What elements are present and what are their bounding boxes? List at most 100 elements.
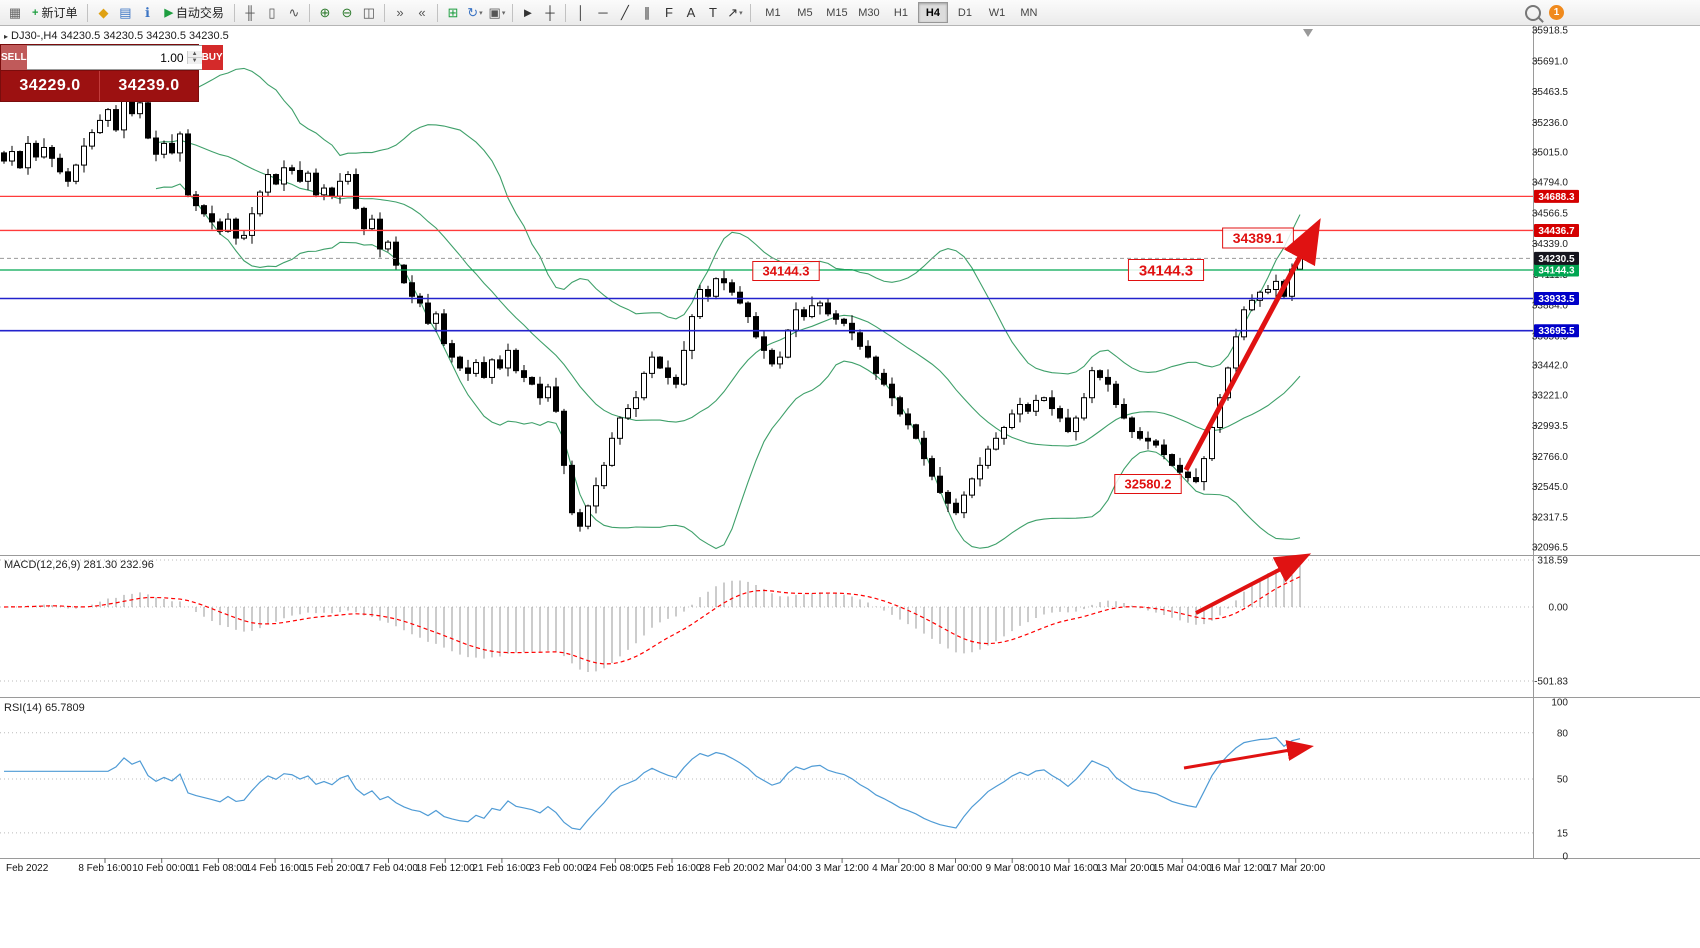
toolbar-right: 1: [1525, 4, 1696, 21]
timeframe-m5[interactable]: M5: [797, 6, 813, 19]
time-axis-label: 8 Mar 00:00: [929, 863, 983, 874]
new-order-button[interactable]: + 新订单: [26, 3, 83, 23]
symbol-expand-icon[interactable]: ▸: [4, 31, 9, 41]
price-tick-label: 35015.0: [1532, 148, 1569, 159]
macd-signal-line: [3, 576, 1301, 665]
horizontal-line-icon[interactable]: ─: [598, 5, 608, 20]
symbol-info: ▸ DJ30-,H4 34230.5 34230.5 34230.5 34230…: [4, 30, 229, 42]
price-badge: [1534, 324, 1579, 338]
buy-price[interactable]: 34239.0: [118, 77, 180, 94]
toolbar-separator: [383, 3, 385, 22]
bar-chart-icon[interactable]: ╫: [245, 5, 255, 20]
trendline-icon[interactable]: ╱: [621, 4, 629, 20]
price-tick-label: 32766.0: [1532, 452, 1569, 463]
time-axis-label: 11 Feb 08:00: [189, 863, 248, 874]
bollinger-middle-band: [155, 139, 1301, 447]
bollinger-lower-band: [155, 183, 1301, 550]
snapshot-icon[interactable]: ▣ ▾: [488, 4, 506, 20]
auto-trading-button[interactable]: ▶ 自动交易: [158, 3, 229, 23]
cursor-icon[interactable]: ►: [521, 5, 535, 20]
auto-trading-button-label: 自动交易: [175, 6, 224, 20]
timeframe-m1[interactable]: M1: [765, 6, 781, 19]
price-tick-label: 33442.0: [1532, 360, 1569, 371]
line-chart-icon[interactable]: ∿: [288, 4, 300, 20]
auto-trading-icon: ▶: [164, 7, 173, 19]
price-tick-label: 35463.5: [1532, 87, 1569, 98]
zoom-in-icon[interactable]: ⊕: [319, 4, 331, 20]
data-window-icon[interactable]: ℹ: [144, 4, 150, 20]
time-axis-label: 14 Feb 16:00: [246, 863, 305, 874]
timeframe-m30[interactable]: M30: [858, 6, 880, 19]
new-order-button-label: 新订单: [41, 6, 78, 20]
time-axis-label: 24 Feb 08:00: [586, 863, 645, 874]
toolbar-items: ▦ + 新订单 ◆ ▤ ℹ ▶ 自动交易 ╫ ▯ ∿ ⊕ ⊖ ◫» «⊞ ↻ ▾ ▣ ▾ ► ┼ │ ─ ╱ ∥ F A T ↗ ▾: [4, 3, 755, 23]
time-axis-label: 25 Feb 16:00: [643, 863, 702, 874]
text-icon[interactable]: A: [686, 5, 696, 20]
time-axis-label: 4 Mar 20:00: [872, 863, 926, 874]
time-axis-label: 8 Feb 16:00: [78, 863, 132, 874]
toolbar-separator: [233, 3, 235, 22]
dropdown-arrow-icon: ▾: [739, 9, 743, 17]
trend-arrow: [1195, 553, 1312, 615]
price-badge: [1534, 292, 1579, 306]
favorites-icon[interactable]: ◆: [98, 4, 109, 20]
time-axis-label: 21 Feb 16:00: [472, 863, 531, 874]
annotations: 34144.3 34144.3 34389.1 32580.2: [752, 227, 1294, 494]
rsi-tick-label: 100: [1551, 698, 1568, 709]
rsi-tick-label: 15: [1557, 828, 1569, 839]
shapes-icon[interactable]: ↗ ▾: [727, 4, 743, 20]
volume-input[interactable]: [26, 49, 187, 66]
price-annotation-text: 34144.3: [1139, 262, 1193, 279]
zoom-out-icon[interactable]: ⊖: [341, 4, 353, 20]
price-panel: [0, 67, 1533, 550]
timeframe-h1[interactable]: H1: [893, 6, 908, 19]
volume-input-wrap: ▲ ▼: [26, 45, 202, 70]
label-icon[interactable]: T: [708, 5, 717, 20]
price-tick-label: 34566.5: [1532, 208, 1569, 219]
chart-shift-icon[interactable]: «: [418, 5, 426, 20]
trend-arrows: [1183, 218, 1321, 770]
time-axis-label: Feb 2022: [6, 863, 49, 874]
market-watch-icon[interactable]: ▤: [119, 4, 132, 20]
refresh-icon[interactable]: ↻ ▾: [467, 4, 483, 20]
volume-steppers: ▲ ▼: [186, 51, 202, 64]
toolbar-separator: [87, 3, 89, 22]
sell-button[interactable]: SELL: [1, 45, 27, 70]
toolbar-separator: [308, 3, 310, 22]
timeframe-h4[interactable]: H4: [917, 2, 948, 23]
timeframe-m15[interactable]: M15: [826, 6, 848, 19]
price-tick-label: 34339.0: [1532, 239, 1569, 250]
dropdown-arrow-icon: ▾: [501, 9, 506, 17]
price-badge-label: 33695.5: [1538, 326, 1575, 337]
volume-stepper-up[interactable]: ▲: [187, 51, 202, 57]
crosshair-icon[interactable]: ┼: [545, 5, 555, 20]
sell-price[interactable]: 34229.0: [1, 71, 100, 101]
tile-windows-icon[interactable]: ◫: [362, 4, 376, 20]
new-chart-icon[interactable]: ⊞: [447, 4, 459, 20]
price-tick-label: 32096.5: [1532, 543, 1569, 554]
macd-tick-label: -501.83: [1534, 677, 1568, 688]
timeframe-w1[interactable]: W1: [988, 6, 1006, 19]
volume-stepper-down[interactable]: ▼: [187, 57, 202, 64]
fibonacci-icon[interactable]: F: [664, 5, 673, 20]
auto-scroll-icon[interactable]: »: [396, 5, 404, 20]
charts-window-icon[interactable]: ▦: [8, 4, 22, 20]
toolbar-separator: [564, 3, 566, 22]
price-badge: [1534, 189, 1579, 203]
new-order-icon: +: [32, 6, 39, 19]
timeframe-mn[interactable]: MN: [1020, 6, 1038, 19]
candlestick-chart-icon[interactable]: ▯: [268, 4, 276, 20]
toolbar-separator: [436, 3, 438, 22]
time-axis-label: 10 Mar 16:00: [1039, 863, 1098, 874]
search-icon[interactable]: [1525, 4, 1541, 21]
rsi-panel: [0, 732, 1533, 834]
price-tick-label: 34794.0: [1532, 178, 1569, 189]
buy-button[interactable]: BUY: [201, 45, 223, 70]
timeframe-d1[interactable]: D1: [957, 6, 972, 19]
channel-icon[interactable]: ∥: [643, 4, 651, 20]
vertical-line-icon[interactable]: │: [576, 5, 585, 20]
notification-badge[interactable]: 1: [1549, 5, 1564, 20]
timeframe-bar: M1 M5 M15 M30 H1 H4 D1 W1 MN: [757, 2, 1045, 23]
